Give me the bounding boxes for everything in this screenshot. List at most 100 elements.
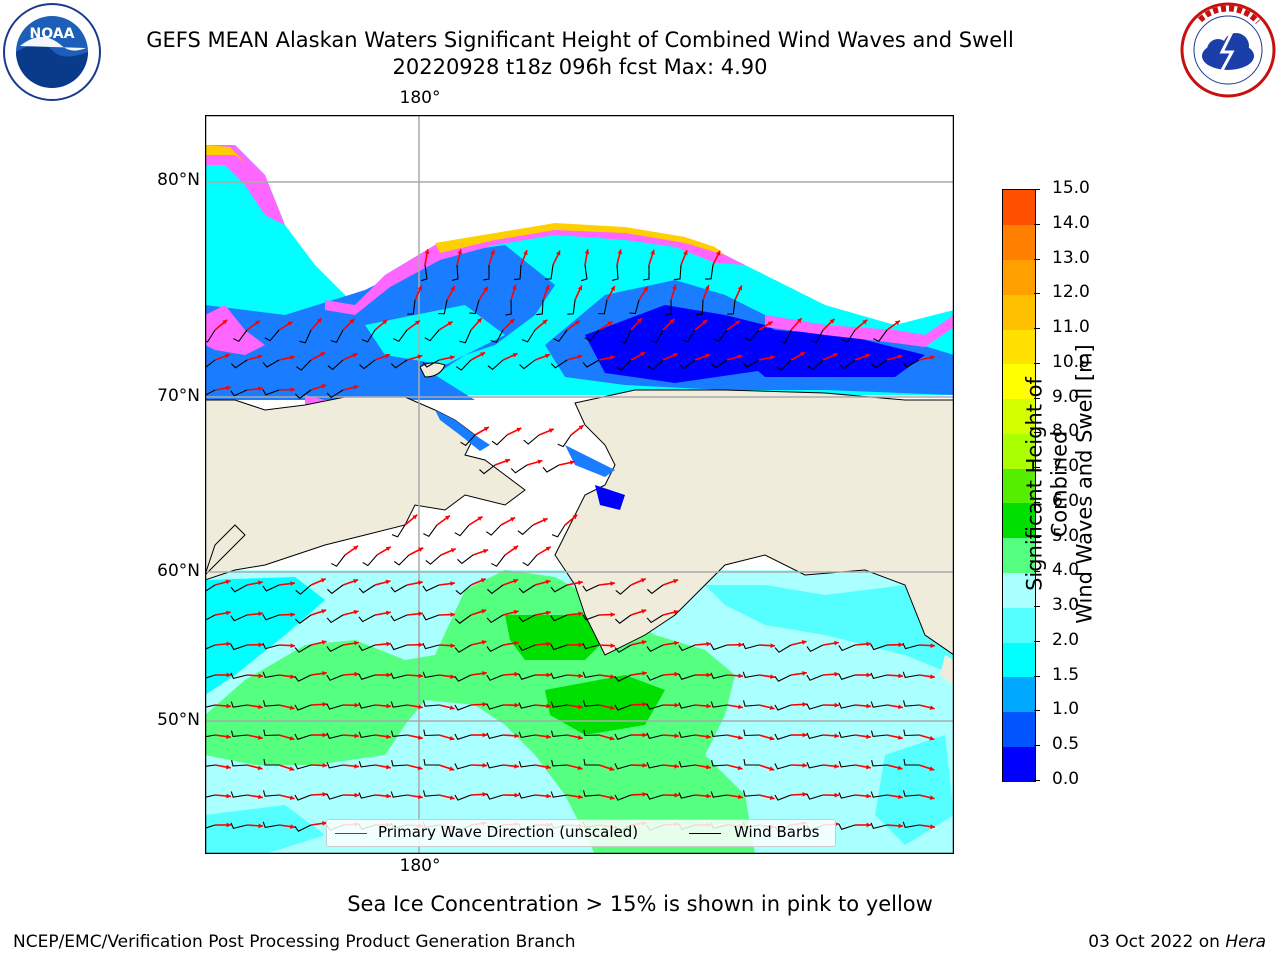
wave-direction-arrowhead	[289, 735, 295, 741]
wind-barb	[295, 584, 312, 595]
wind-barb	[870, 644, 888, 651]
wave-direction-arrowhead	[482, 701, 487, 707]
wind-barb	[454, 704, 472, 711]
wind-barb	[710, 701, 728, 708]
wind-barb	[393, 554, 410, 566]
wind-barb	[903, 758, 919, 766]
wind-barb	[327, 584, 344, 595]
wind-barb	[422, 614, 440, 621]
wind-barb	[327, 359, 344, 371]
wind-barb	[582, 671, 600, 679]
wind-barb	[550, 791, 568, 798]
wave-direction-arrowhead	[449, 355, 455, 360]
wind-barb	[456, 359, 472, 371]
wave-direction-arrowhead	[578, 425, 584, 430]
wave-direction-arrowhead	[449, 735, 455, 741]
wave-direction-legend-line	[335, 833, 367, 834]
colorbar-segment	[1003, 294, 1035, 330]
wind-barb	[390, 359, 408, 369]
wind-barb	[550, 672, 568, 680]
wave-direction-arrowhead	[354, 671, 359, 677]
wind-barb	[614, 644, 632, 653]
wind-barb	[262, 700, 280, 707]
wave-direction-arrowhead	[418, 547, 424, 552]
wave-direction-arrowhead	[930, 674, 935, 679]
colorbar-segment	[1003, 224, 1035, 261]
wave-direction-arrowhead	[866, 672, 871, 678]
wave-direction-arrowhead	[706, 764, 711, 770]
wave-direction-arrowhead	[353, 545, 359, 551]
wave-direction-arrowhead	[802, 763, 807, 768]
wind-barb	[806, 703, 824, 710]
wave-direction-arrowhead	[226, 703, 231, 709]
wind-barb	[454, 794, 472, 801]
colorbar-segment	[1003, 433, 1035, 469]
colorbar-tick-label: 8.0	[1052, 421, 1080, 442]
wind-barb	[491, 434, 508, 446]
wave-direction-arrowhead	[418, 611, 423, 617]
wind-barb	[486, 614, 504, 624]
wave-direction-arrowhead	[509, 318, 515, 324]
wave-direction-arrowhead	[418, 794, 423, 800]
wave-direction-arrowhead	[386, 764, 391, 770]
wave-direction-arrowhead	[514, 671, 519, 677]
wind-barb	[806, 644, 824, 653]
wave-direction-arrowhead	[544, 285, 550, 291]
wave-direction-arrowhead	[738, 673, 743, 679]
wave-direction-arrowhead	[290, 581, 295, 586]
wave-direction-arrowhead	[226, 610, 231, 616]
wave-direction-arrowhead	[480, 578, 486, 583]
wave-direction-arrowhead	[898, 704, 903, 710]
wave-direction-arrowhead	[450, 612, 455, 617]
wind-barb	[871, 760, 888, 767]
wind-barb	[358, 792, 376, 799]
wave-direction-arrowhead	[769, 735, 775, 741]
wind-barb	[583, 729, 600, 737]
wave-direction-arrowhead	[353, 578, 359, 584]
wind-barb	[838, 761, 856, 768]
wind-barb	[614, 794, 632, 801]
wind-barb	[902, 671, 920, 679]
colorbar-tick-label: 11.0	[1052, 317, 1090, 338]
colorbar-tick	[1034, 780, 1040, 781]
wind-barb	[838, 702, 856, 709]
wave-direction-arrowhead	[643, 286, 648, 292]
wind-barb	[424, 329, 440, 342]
wave-direction-arrowhead	[226, 641, 231, 647]
map-grid	[205, 115, 954, 854]
wave-direction-arrowhead	[546, 764, 551, 770]
wind-barb	[646, 674, 664, 681]
wind-barb	[678, 731, 696, 739]
wind-barb	[422, 671, 440, 679]
wind-barb	[454, 674, 472, 682]
wind-barb	[205, 614, 216, 621]
wave-direction-arrowhead	[386, 703, 391, 709]
colorbar-segment	[1003, 502, 1035, 539]
wave-direction-arrowhead	[546, 641, 551, 647]
wind-barb	[705, 264, 714, 280]
wind-barb	[518, 792, 536, 799]
wind-barb	[423, 729, 440, 737]
wave-direction-arrowhead	[385, 579, 391, 585]
colorbar-segment	[1003, 746, 1035, 782]
wind-barb	[358, 761, 376, 768]
wave-direction-arrowhead	[578, 673, 583, 679]
wave-direction-arrowhead	[418, 704, 423, 710]
wind-barb	[262, 389, 280, 396]
wave-direction-arrowhead	[287, 321, 293, 326]
wave-direction-arrowhead	[546, 610, 551, 616]
wind-barb	[870, 359, 888, 369]
wave-direction-arrowhead	[322, 671, 327, 676]
wind-barb	[422, 359, 440, 368]
wind-barb	[205, 359, 216, 369]
wave-direction-arrowhead	[322, 821, 327, 826]
wind-barb	[486, 762, 504, 769]
wave-direction-arrowhead	[706, 672, 711, 678]
wind-barb	[205, 674, 216, 679]
wave-direction-arrowhead	[226, 385, 231, 391]
chart-title: GEFS MEAN Alaskan Waters Significant Hei…	[146, 28, 1014, 52]
wind-barb	[519, 359, 536, 370]
wave-direction-arrowhead	[796, 318, 802, 323]
colorbar-segment	[1003, 398, 1035, 434]
wind-barb	[326, 644, 344, 653]
